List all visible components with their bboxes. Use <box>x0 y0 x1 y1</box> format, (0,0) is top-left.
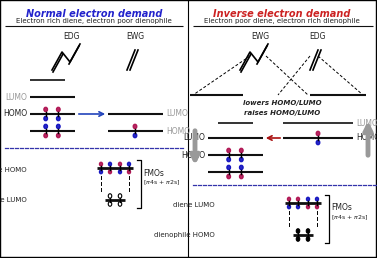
Ellipse shape <box>44 124 48 129</box>
Ellipse shape <box>108 202 112 206</box>
Ellipse shape <box>287 205 291 209</box>
Ellipse shape <box>316 131 320 136</box>
Text: FMOs: FMOs <box>331 204 352 213</box>
Ellipse shape <box>44 133 48 138</box>
Ellipse shape <box>108 194 112 198</box>
Ellipse shape <box>57 133 60 138</box>
Text: LUMO: LUMO <box>166 109 188 118</box>
Text: Normal electron demand: Normal electron demand <box>26 9 162 19</box>
Text: Electron rich diene, electron poor dienophile: Electron rich diene, electron poor dieno… <box>16 18 172 24</box>
Ellipse shape <box>133 133 137 138</box>
Ellipse shape <box>296 237 300 241</box>
Ellipse shape <box>296 229 300 233</box>
Ellipse shape <box>306 237 310 241</box>
Text: EDG: EDG <box>64 32 80 41</box>
Ellipse shape <box>100 170 103 174</box>
Ellipse shape <box>127 170 131 174</box>
Ellipse shape <box>239 165 243 170</box>
Text: LUMO: LUMO <box>183 133 205 142</box>
Ellipse shape <box>127 162 131 166</box>
Text: [$\pi$4s + $\pi$2s]: [$\pi$4s + $\pi$2s] <box>331 214 369 222</box>
Text: HOMO: HOMO <box>166 126 190 135</box>
Ellipse shape <box>306 229 310 233</box>
Ellipse shape <box>239 148 243 153</box>
Text: raises HOMO/LUMO: raises HOMO/LUMO <box>244 110 320 116</box>
Ellipse shape <box>227 148 231 153</box>
Text: Electron poor diene, electron rich dienophile: Electron poor diene, electron rich dieno… <box>204 18 360 24</box>
Ellipse shape <box>227 174 231 179</box>
Text: diene HOMO: diene HOMO <box>0 167 27 173</box>
Ellipse shape <box>44 107 48 112</box>
Ellipse shape <box>57 107 60 112</box>
Ellipse shape <box>44 116 48 121</box>
Ellipse shape <box>296 197 300 201</box>
Ellipse shape <box>57 124 60 129</box>
Ellipse shape <box>307 197 310 201</box>
Text: lowers HOMO/LUMO: lowers HOMO/LUMO <box>243 100 321 106</box>
Ellipse shape <box>118 162 122 166</box>
Text: diene LUMO: diene LUMO <box>173 202 215 208</box>
Ellipse shape <box>287 197 291 201</box>
Text: dienophile LUMO: dienophile LUMO <box>0 197 27 203</box>
Text: [$\pi$4s + $\pi$2s]: [$\pi$4s + $\pi$2s] <box>143 179 181 187</box>
Ellipse shape <box>227 157 231 162</box>
Ellipse shape <box>108 162 112 166</box>
Ellipse shape <box>239 174 243 179</box>
Ellipse shape <box>118 170 122 174</box>
Text: LUMO: LUMO <box>356 118 377 127</box>
Ellipse shape <box>315 205 319 209</box>
Text: EWG: EWG <box>126 32 144 41</box>
Ellipse shape <box>57 116 60 121</box>
Text: EWG: EWG <box>251 32 269 41</box>
Ellipse shape <box>239 157 243 162</box>
Ellipse shape <box>118 194 122 198</box>
Text: dienophile HOMO: dienophile HOMO <box>154 232 215 238</box>
Ellipse shape <box>133 124 137 129</box>
Ellipse shape <box>315 197 319 201</box>
Text: EDG: EDG <box>310 32 326 41</box>
Text: Inverse electron demand: Inverse electron demand <box>213 9 351 19</box>
Text: FMOs: FMOs <box>143 168 164 178</box>
Ellipse shape <box>108 170 112 174</box>
Ellipse shape <box>227 165 231 170</box>
Ellipse shape <box>296 205 300 209</box>
Text: HOMO: HOMO <box>356 133 377 142</box>
Ellipse shape <box>100 162 103 166</box>
Text: HOMO: HOMO <box>3 109 27 118</box>
Ellipse shape <box>307 205 310 209</box>
Text: LUMO: LUMO <box>5 93 27 101</box>
Text: HOMO: HOMO <box>181 150 205 159</box>
Ellipse shape <box>316 140 320 145</box>
Ellipse shape <box>118 202 122 206</box>
